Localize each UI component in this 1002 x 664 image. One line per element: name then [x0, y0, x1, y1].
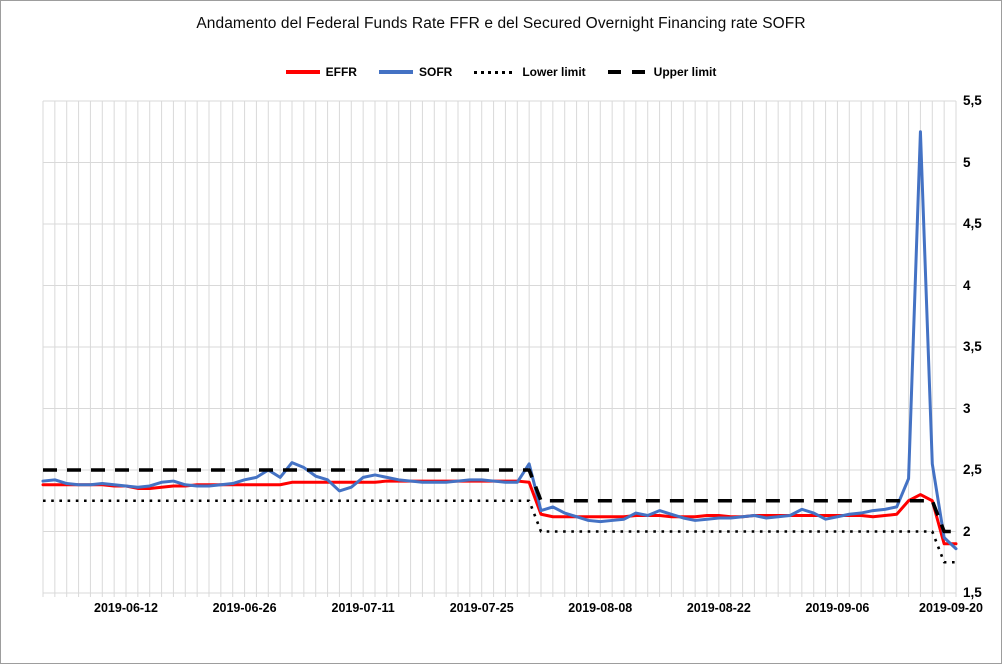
- legend-item-lower-limit: Lower limit: [474, 65, 586, 79]
- y-axis-label: 4: [963, 277, 971, 293]
- legend-item-sofr: SOFR: [378, 65, 453, 79]
- x-axis-label: 2019-06-12: [94, 601, 158, 615]
- upper-limit-line-sample-icon: [607, 70, 648, 74]
- legend-label-upper-limit: Upper limit: [653, 65, 717, 79]
- lower-limit-line-sample-icon: [474, 70, 517, 74]
- chart-legend: EFFR SOFR Lower limit Upper limit: [1, 65, 1001, 79]
- series-line-effr: [41, 479, 958, 546]
- x-axis-label: 2019-06-26: [212, 601, 277, 615]
- y-axis-label: 1,5: [963, 585, 982, 600]
- legend-label-effr: EFFR: [325, 65, 357, 79]
- y-axis-label: 2,5: [963, 462, 982, 477]
- y-axis-label: 2: [963, 523, 971, 539]
- x-axis-label: 2019-07-25: [449, 601, 514, 615]
- legend-item-upper-limit: Upper limit: [607, 65, 717, 79]
- x-axis-label: 2019-07-11: [331, 601, 395, 615]
- sofr-line-sample-icon: [378, 70, 413, 74]
- chart-title: Andamento del Federal Funds Rate FFR e d…: [196, 15, 806, 32]
- y-axis-label: 5: [963, 154, 971, 170]
- y-axis-label: 3,5: [963, 339, 982, 354]
- effr-line-sample-icon: [285, 70, 320, 74]
- y-axis-label: 3: [963, 400, 971, 416]
- x-axis-label: 2019-09-20: [919, 601, 983, 615]
- x-axis-label: 2019-08-08: [568, 601, 633, 615]
- x-axis-label: 2019-09-06: [805, 601, 870, 615]
- legend-item-effr: EFFR: [285, 65, 357, 79]
- y-axis-label: 5,5: [963, 93, 982, 108]
- series-line-sofr: [41, 130, 958, 551]
- legend-label-lower-limit: Lower limit: [522, 65, 586, 79]
- legend-label-sofr: SOFR: [418, 65, 453, 79]
- y-axis-label: 4,5: [963, 216, 982, 231]
- x-axis-label: 2019-08-22: [686, 601, 751, 615]
- series-line-upper-limit: [43, 468, 956, 534]
